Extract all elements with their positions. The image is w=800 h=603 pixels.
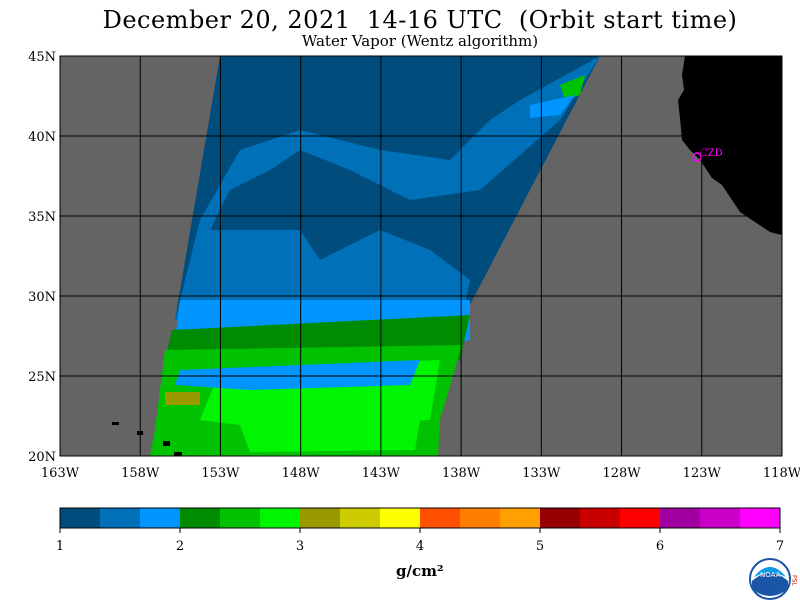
longitude-label: 153W: [201, 466, 240, 481]
colorbar-tick-label: 7: [776, 539, 784, 554]
colorbar-swatch: [380, 508, 421, 528]
colorbar-swatch: [460, 508, 501, 528]
longitude-label: 158W: [121, 466, 160, 481]
colorbar-swatch: [500, 508, 541, 528]
colorbar-frame: [59, 507, 781, 529]
psl-text: PSL: [791, 575, 798, 586]
colorbar-tick-labels: 1 2 3 4 5 6 7: [56, 528, 784, 554]
colorbar-swatch: [180, 508, 221, 528]
north-america-land: [678, 56, 782, 235]
colorbar-swatch: [660, 508, 701, 528]
colorbar-swatch: [260, 508, 301, 528]
svg-text:NOAA: NOAA: [760, 571, 781, 579]
latitude-labels: 45N 40N 35N 30N 25N 20N: [28, 50, 56, 465]
lat-lon-grid: [60, 56, 782, 456]
colorbar-swatch: [740, 508, 781, 528]
colorbar-swatch: [220, 508, 261, 528]
colorbar-unit: g/cm²: [396, 562, 444, 580]
longitude-label: 163W: [41, 466, 80, 481]
czd-station-marker: [692, 152, 702, 162]
colorbar-tick-label: 4: [416, 539, 424, 554]
longitude-label: 138W: [442, 466, 481, 481]
longitude-label: 118W: [763, 466, 800, 481]
colorbar-swatch: [100, 508, 141, 528]
swath-water-vapor: [150, 56, 600, 456]
swath-blue-band: [175, 360, 420, 390]
latitude-label: 40N: [28, 130, 56, 145]
czd-station-label: CZD: [700, 148, 723, 159]
colorbar-swatch: [540, 508, 581, 528]
colorbar: [60, 508, 781, 528]
colorbar-swatch: [300, 508, 341, 528]
longitude-labels: 163W 158W 153W 148W 143W 138W 133W 128W 123W 118W: [41, 466, 800, 481]
colorbar-swatch: [700, 508, 741, 528]
colorbar-swatch: [340, 508, 381, 528]
latitude-label: 45N: [28, 50, 56, 65]
colorbar-tick-label: 1: [56, 539, 64, 554]
latitude-label: 20N: [28, 450, 56, 465]
map-frame: [59, 55, 783, 457]
longitude-label: 143W: [362, 466, 401, 481]
swath-olive: [165, 392, 200, 405]
noaa-logo: NOAA PSL: [749, 558, 798, 600]
longitude-label: 148W: [282, 466, 321, 481]
swath-bright-lower: [240, 420, 420, 452]
swath-medium-blue: [175, 56, 600, 320]
colorbar-swatch: [60, 508, 101, 528]
map-title: December 20, 2021 14-16 UTC (Orbit start…: [102, 6, 738, 34]
swath-green-north: [560, 75, 585, 100]
colorbar-tick-label: 6: [656, 539, 664, 554]
latitude-label: 30N: [28, 290, 56, 305]
colorbar-swatch: [620, 508, 661, 528]
longitude-label: 123W: [683, 466, 722, 481]
longitude-label: 128W: [602, 466, 641, 481]
colorbar-tick-label: 3: [296, 539, 304, 554]
colorbar-swatch: [580, 508, 621, 528]
longitude-label: 133W: [522, 466, 561, 481]
colorbar-tick-label: 5: [536, 539, 544, 554]
latitude-label: 25N: [28, 370, 56, 385]
colorbar-swatch: [140, 508, 181, 528]
colorbar-swatch: [420, 508, 461, 528]
latitude-label: 35N: [28, 210, 56, 225]
map-subtitle: Water Vapor (Wentz algorithm): [301, 32, 539, 50]
colorbar-tick-label: 2: [176, 539, 184, 554]
